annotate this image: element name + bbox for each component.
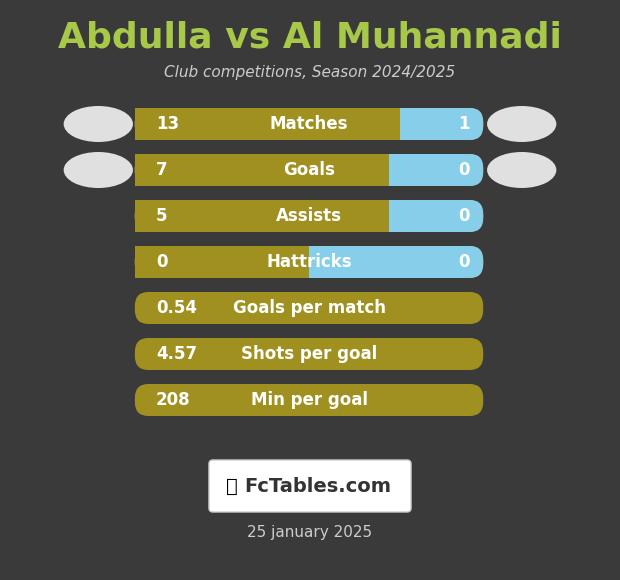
Ellipse shape xyxy=(487,106,556,142)
FancyBboxPatch shape xyxy=(135,338,483,370)
Text: Min per goal: Min per goal xyxy=(250,391,368,409)
Text: FcTables.com: FcTables.com xyxy=(244,477,391,495)
FancyBboxPatch shape xyxy=(135,108,483,140)
Bar xyxy=(135,246,309,278)
Text: Goals per match: Goals per match xyxy=(232,299,386,317)
FancyBboxPatch shape xyxy=(135,384,483,416)
Text: 5: 5 xyxy=(156,207,167,225)
Text: Hattricks: Hattricks xyxy=(266,253,352,271)
FancyBboxPatch shape xyxy=(135,108,483,140)
FancyBboxPatch shape xyxy=(135,200,483,232)
Text: Club competitions, Season 2024/2025: Club competitions, Season 2024/2025 xyxy=(164,64,456,79)
Ellipse shape xyxy=(487,152,556,188)
Text: 0: 0 xyxy=(458,207,470,225)
Text: 7: 7 xyxy=(156,161,167,179)
FancyBboxPatch shape xyxy=(135,154,483,186)
FancyBboxPatch shape xyxy=(135,154,483,186)
Text: Shots per goal: Shots per goal xyxy=(241,345,377,363)
FancyBboxPatch shape xyxy=(209,460,411,512)
FancyBboxPatch shape xyxy=(135,200,162,232)
FancyBboxPatch shape xyxy=(135,200,483,232)
Text: Goals: Goals xyxy=(283,161,335,179)
Bar xyxy=(135,200,389,232)
FancyBboxPatch shape xyxy=(135,154,162,186)
Bar xyxy=(135,154,389,186)
FancyBboxPatch shape xyxy=(135,246,483,278)
Text: 4.57: 4.57 xyxy=(156,345,197,363)
Text: Matches: Matches xyxy=(270,115,348,133)
FancyBboxPatch shape xyxy=(135,292,483,324)
Text: 0: 0 xyxy=(156,253,167,271)
Text: Abdulla vs Al Muhannadi: Abdulla vs Al Muhannadi xyxy=(58,21,562,55)
Text: 0: 0 xyxy=(458,161,470,179)
Text: 25 january 2025: 25 january 2025 xyxy=(247,524,373,539)
Text: 📊: 📊 xyxy=(226,477,238,495)
FancyBboxPatch shape xyxy=(135,246,162,278)
Text: 13: 13 xyxy=(156,115,179,133)
Text: 1: 1 xyxy=(458,115,470,133)
Bar xyxy=(135,108,400,140)
Text: Assists: Assists xyxy=(276,207,342,225)
Text: 0.54: 0.54 xyxy=(156,299,197,317)
Text: 208: 208 xyxy=(156,391,191,409)
FancyBboxPatch shape xyxy=(135,108,162,140)
Ellipse shape xyxy=(64,106,133,142)
Text: 0: 0 xyxy=(458,253,470,271)
Ellipse shape xyxy=(64,152,133,188)
FancyBboxPatch shape xyxy=(135,246,483,278)
